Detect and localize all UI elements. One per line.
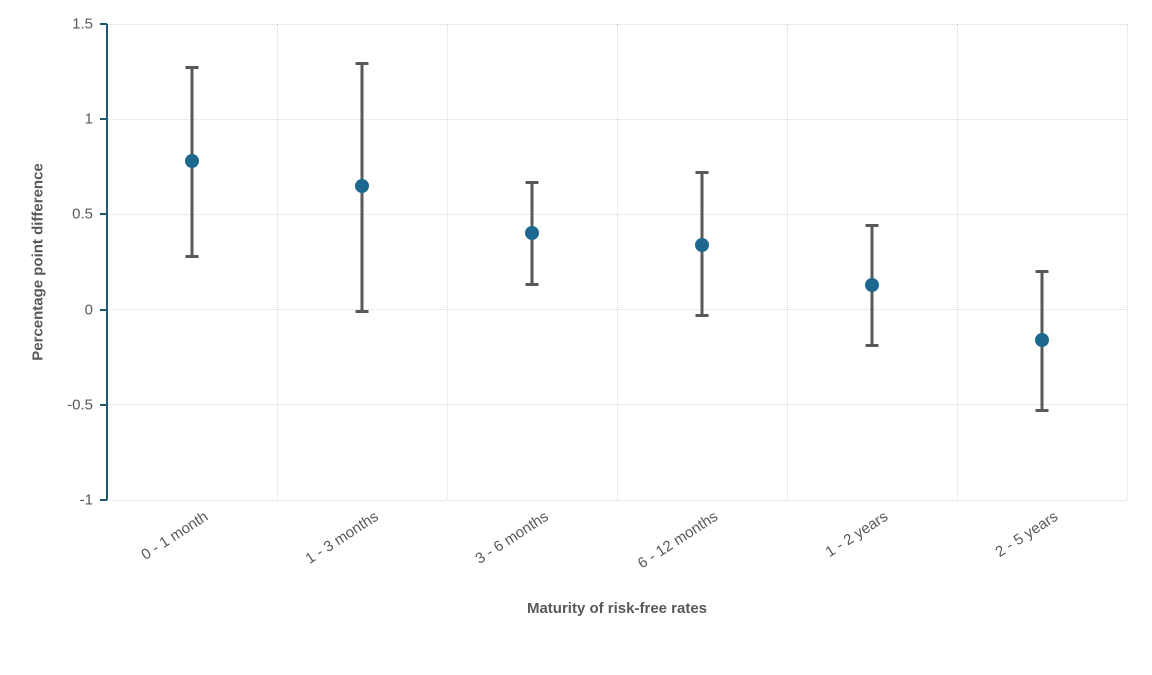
y-tick-label: 0 <box>84 301 93 319</box>
y-tick-label: -1 <box>79 491 93 509</box>
y-tick-label: -0.5 <box>67 396 93 414</box>
gridline-vertical <box>276 24 278 500</box>
error-bar-cap-bottom <box>865 344 879 348</box>
gridline-horizontal <box>107 499 1127 501</box>
error-bar-cap-top <box>185 66 199 70</box>
gridline-vertical <box>616 24 618 500</box>
x-tick-label: 3 - 6 months <box>472 508 552 568</box>
y-axis-title: Percentage point difference <box>29 163 47 361</box>
error-bar-cap-top <box>525 180 539 184</box>
error-bar-cap-top <box>355 62 369 66</box>
data-point <box>695 237 709 252</box>
y-axis-tick <box>100 23 107 25</box>
y-axis-tick <box>100 403 107 406</box>
y-tick-label: 1.5 <box>72 15 93 33</box>
data-point <box>525 226 539 241</box>
y-axis-tick <box>100 308 107 311</box>
gridline-vertical <box>1126 24 1128 500</box>
x-tick-label: 6 - 12 months <box>635 508 722 573</box>
data-point <box>1035 333 1049 348</box>
gridline-vertical <box>956 24 958 500</box>
gridline-vertical <box>786 24 788 500</box>
error-bar-cap-bottom <box>1035 409 1049 412</box>
x-tick-label: 2 - 5 years <box>992 508 1062 561</box>
data-point <box>355 178 369 193</box>
y-axis-tick <box>100 213 107 216</box>
error-bar-cap-bottom <box>525 283 539 287</box>
data-point <box>865 277 879 292</box>
y-axis-tick <box>100 118 107 121</box>
y-axis-line <box>106 24 108 500</box>
error-bar-cap-top <box>695 171 709 174</box>
gridline-vertical <box>446 24 448 500</box>
x-tick-label: 1 - 3 months <box>302 508 382 568</box>
y-axis-tick <box>100 499 107 501</box>
y-tick-label: 1 <box>84 110 93 128</box>
error-bar-cap-bottom <box>185 254 199 258</box>
data-point <box>185 154 199 169</box>
error-bar-cap-top <box>1035 270 1049 274</box>
error-bar-cap-top <box>865 224 879 228</box>
y-tick-label: 0.5 <box>72 205 93 223</box>
x-axis-title: Maturity of risk-free rates <box>526 600 708 617</box>
error-bar-cap-bottom <box>355 310 369 313</box>
error-bar-cap-bottom <box>695 313 709 317</box>
x-tick-label: 1 - 2 years <box>822 508 892 561</box>
x-tick-label: 0 - 1 month <box>138 508 212 564</box>
